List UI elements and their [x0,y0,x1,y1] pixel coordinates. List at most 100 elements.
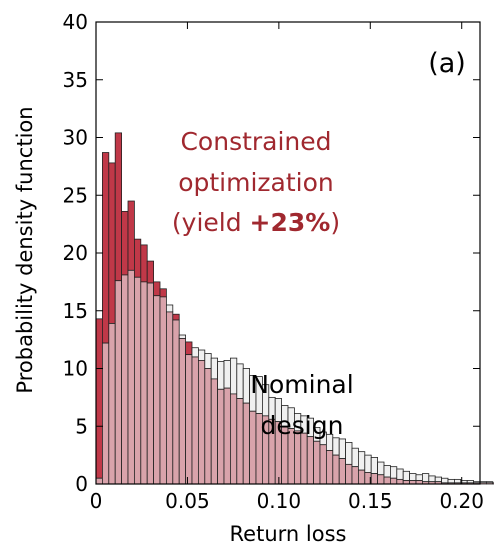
bar-overlap-23 [242,402,250,485]
bar-constrained-1 [102,152,110,344]
bar-nominal-15 [191,347,199,358]
bar-overlap-10 [159,296,167,485]
bar-nominal-51 [421,473,430,483]
bar-constrained-14 [185,341,193,356]
bar-constrained-12 [172,313,180,321]
x-axis-title: Return loss [230,522,347,546]
bar-overlap-43 [370,473,379,485]
x-tick-label: 0.15 [348,489,393,513]
bar-overlap-24 [249,410,257,485]
constrained-label-line1: Constrained [180,127,331,156]
bar-overlap-44 [377,474,385,485]
bar-nominal-13 [178,334,186,339]
bar-overlap-2 [108,323,116,485]
bar-overlap-19 [217,388,225,485]
bar-overlap-61 [485,482,494,485]
bar-constrained-6 [133,238,142,278]
bar-overlap-0 [95,477,103,485]
nominal-label-line1: Nominal [250,370,353,399]
yield-value: +23% [250,208,331,237]
bar-overlap-34 [313,440,321,485]
bar-overlap-37 [332,454,340,485]
bar-overlap-36 [325,450,334,485]
bar-overlap-7 [140,281,148,485]
bar-overlap-20 [223,387,231,485]
panel-label: (a) [428,48,466,79]
bar-nominal-41 [357,451,366,471]
bar-constrained-2 [108,162,116,324]
bar-nominal-11 [165,304,174,313]
bar-nominal-55 [447,478,455,484]
bar-nominal-53 [434,476,443,483]
bars-layer [95,132,494,485]
y-tick-label: 5 [75,414,88,438]
bar-constrained-9 [153,281,161,297]
bar-overlap-60 [479,482,487,485]
bar-nominal-23 [242,368,250,404]
bar-overlap-14 [185,354,193,485]
bar-nominal-17 [204,353,212,369]
y-tick-label: 0 [75,472,88,496]
bar-overlap-32 [300,432,308,485]
bar-overlap-15 [191,356,199,485]
bar-nominal-47 [396,468,404,480]
yield-prefix: (yield [172,208,250,237]
constrained-label-line3: (yield +23%) [172,208,340,237]
y-tick-label: 30 [63,126,88,150]
bar-nominal-46 [389,466,398,479]
y-tick-label: 10 [63,357,88,381]
bar-overlap-46 [389,477,398,485]
bar-overlap-3 [114,280,122,485]
bar-overlap-38 [338,458,347,485]
bar-nominal-38 [338,438,347,459]
nominal-annotation: Nominal design [250,370,353,440]
bar-constrained-10 [159,288,167,298]
x-tick-label: 0 [90,489,103,513]
bar-overlap-13 [178,338,186,485]
bar-overlap-12 [172,319,180,485]
bar-nominal-52 [428,475,436,483]
bar-overlap-11 [165,311,174,485]
bar-nominal-48 [402,470,411,481]
bar-nominal-18 [210,357,218,380]
bar-nominal-45 [383,465,391,478]
bar-overlap-41 [357,469,366,485]
bar-nominal-21 [229,357,238,395]
x-tick-label: 0.05 [165,489,210,513]
bar-nominal-43 [370,457,379,475]
bar-overlap-62 [492,482,494,485]
bar-nominal-56 [453,478,462,484]
bar-overlap-33 [306,436,315,485]
bar-overlap-21 [229,393,238,485]
bar-overlap-8 [146,282,154,485]
bar-overlap-45 [383,476,391,485]
bar-overlap-9 [153,295,161,485]
bar-constrained-5 [127,200,135,271]
bar-nominal-39 [345,442,353,465]
bar-nominal-49 [409,473,417,481]
bar-nominal-44 [377,461,385,476]
bar-constrained-8 [146,260,154,284]
bar-overlap-18 [210,378,218,485]
bar-nominal-42 [364,454,372,473]
bar-overlap-35 [319,444,327,485]
x-tick-label: 0.20 [439,489,484,513]
bar-overlap-5 [127,269,135,485]
constrained-annotation: Constrained optimization (yield +23%) [172,127,340,237]
constrained-label-line2: optimization [178,168,334,197]
bar-constrained-7 [140,244,148,283]
y-tick-label: 35 [63,68,88,92]
bar-overlap-22 [236,398,244,485]
x-tick-label: 0.10 [257,489,302,513]
bar-overlap-17 [204,368,212,485]
bar-constrained-0 [95,318,103,479]
bar-overlap-1 [102,342,110,485]
bar-nominal-20 [223,360,231,389]
axis-ticks: 0 0.05 0.10 0.15 0.20 0 5 10 15 20 25 30 35 40 [63,10,484,513]
bar-overlap-40 [351,466,359,485]
bar-nominal-22 [236,363,244,399]
bar-nominal-16 [197,349,206,361]
yield-suffix: ) [330,208,340,237]
bar-overlap-47 [396,478,404,485]
